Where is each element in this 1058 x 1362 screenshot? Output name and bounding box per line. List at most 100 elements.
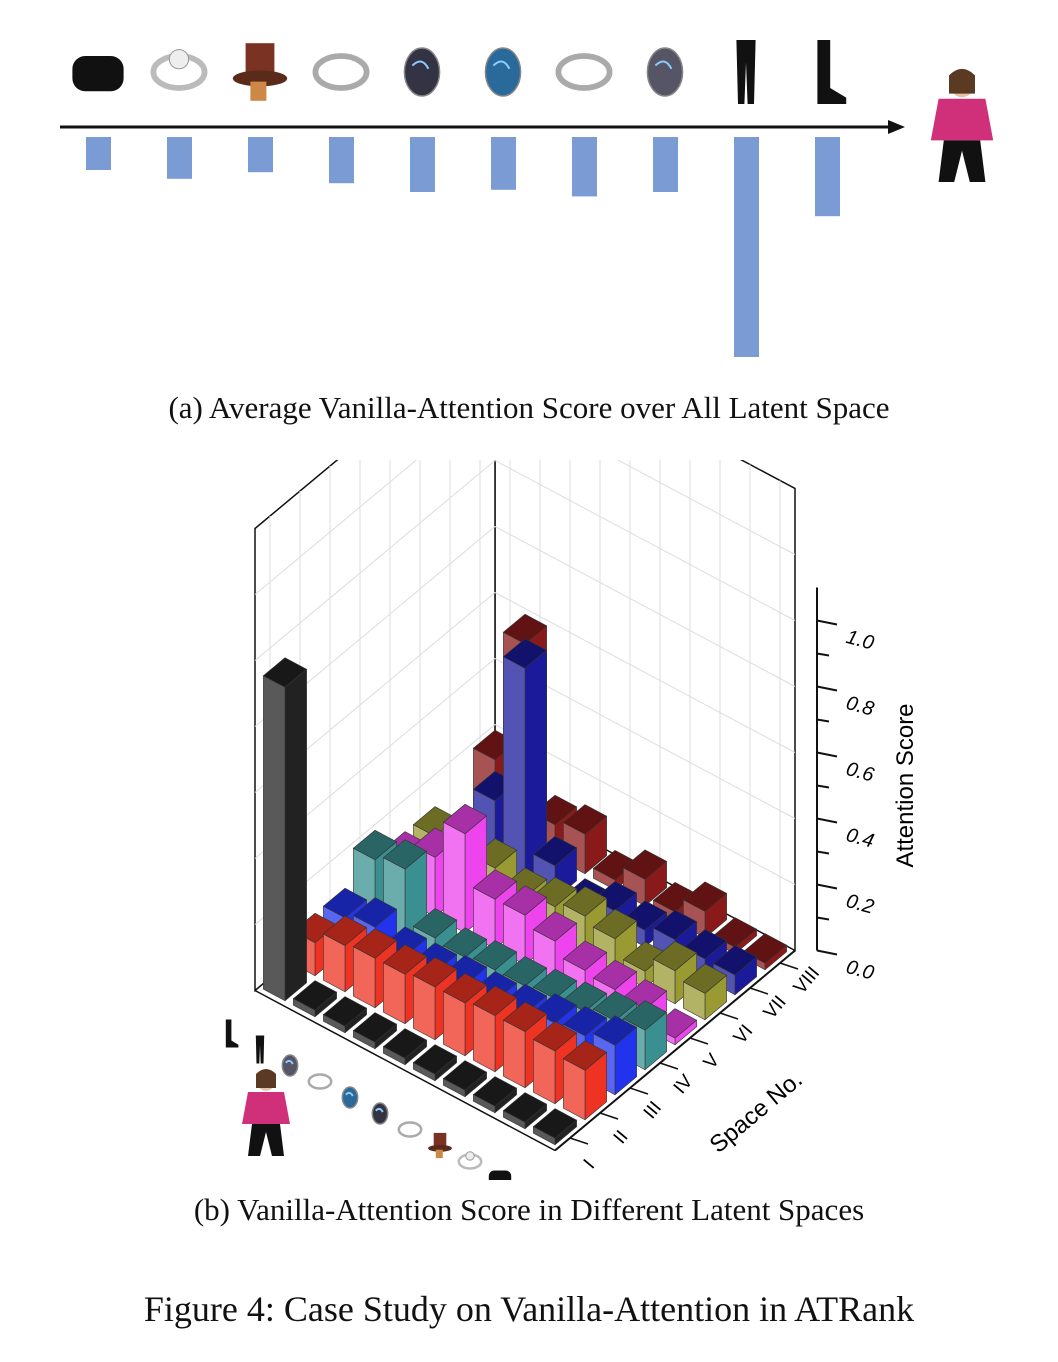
bar-space-I-item-leggings [292,980,338,1018]
bar-top-face [532,911,578,942]
bar-top-face [622,849,668,880]
space-tick-label: VI [730,1021,758,1048]
bar-ring-2 [329,137,354,184]
space-tick [659,1062,679,1070]
space-tick-label: I [580,1156,599,1174]
bead-2-icon [484,47,522,97]
gridline-z [254,460,796,661]
leggings-icon [255,1035,265,1064]
z-tick [816,685,838,692]
hat-scarf [435,1149,443,1159]
bag-shape [488,1170,512,1180]
ring-shape [312,53,370,91]
bar-top-face [562,940,608,971]
caption-b: (b) Vanilla-Attention Score in Different… [193,1192,865,1227]
bar-top-face [532,968,578,1000]
bar-top-face [652,940,698,972]
bar-top-face [382,944,428,975]
bar-top-face [292,980,338,1011]
bar-top-face [472,869,518,900]
bar-top-face [352,897,398,928]
hat-icon [232,43,288,101]
bar-hat [248,137,273,173]
space-tick [779,962,799,970]
boot-shape [225,1019,239,1048]
hat-scarf [250,81,267,101]
z-tick-label: 1.0 [844,626,877,654]
hat-brim [232,70,288,87]
bar-space-I-item-bead-2 [382,1028,428,1066]
bar-top-face [592,990,638,1022]
bar-space-VI-item-bag [682,963,728,1021]
space-tick [569,1137,589,1145]
woman-pants [248,1124,284,1156]
bar-bag [86,137,111,170]
bar-top-face [442,973,488,1004]
bar-front-face [473,1003,496,1073]
gridline-z [254,460,796,595]
z-tick [816,883,838,890]
space-tick [629,1087,649,1095]
bar-top-face [412,1044,458,1075]
z-minor-tick [816,718,830,723]
bar-front-face [503,1019,526,1089]
bar-top-face [592,1015,638,1046]
space-tick [719,1012,739,1020]
hat-icon [428,1132,452,1159]
bar-top-face [352,928,398,959]
ring-shape [555,53,613,91]
bar-space-I-item-ring-2 [442,1060,488,1098]
bar-top-face [352,829,398,861]
woman-hair [256,1069,276,1088]
bar-top-face [322,996,368,1027]
z-tick-label: 0.8 [844,692,877,720]
bead-shape [281,1054,299,1077]
bar-space-I-item-bead-3 [322,996,368,1034]
bar-top-face [502,1092,548,1123]
bead-pattern [654,60,673,70]
space-tick-label: II [610,1127,633,1149]
bead-shape [646,47,684,97]
bag-icon [488,1170,512,1180]
bar-top-face [652,909,698,941]
bar-space-V-item-bead-3 [442,803,488,934]
timeline-arrowhead [888,120,905,134]
bar-space-VII-item-bead-3 [502,638,548,884]
ring-stone [465,1151,475,1161]
bar-top-face [682,881,728,912]
ring-2-icon [312,53,370,91]
bar-space-I-item-bead [412,1044,458,1082]
space-tick-label: VII [760,992,791,1023]
bar-top-face [472,985,518,1017]
bar-top-face [502,956,548,987]
space-tick [749,987,769,995]
z-minor-tick [816,652,830,657]
gridline-z [254,657,796,859]
bar-top-face [592,908,638,940]
bar-top-face [382,839,428,870]
z-minor-tick [816,850,830,855]
ring-shape [307,1073,333,1090]
space-tick [599,1112,619,1120]
ring-2-icon [397,1121,423,1138]
leggings-shape [255,1035,265,1064]
hat-crown [433,1132,447,1149]
space-axis-title: Space No. [705,1066,808,1159]
bar-front-face [263,675,286,1002]
caption-a: (a) Average Vanilla-Attention Score over… [168,390,890,425]
bead-pattern [492,60,511,70]
ring-icon [457,1151,483,1170]
bar-boots [815,137,840,217]
bar-top-face [502,885,548,916]
bar-top-face [412,908,458,939]
bag-icon [72,56,124,92]
bead-3-icon [281,1054,299,1077]
bar-top-face [562,804,608,835]
z-tick-label: 0.2 [844,890,877,918]
target-user-woman-icon [930,68,994,182]
bar-top-face [532,1021,578,1052]
bar-top-face [712,945,758,976]
woman-hoodie [930,98,994,141]
boots-icon [817,40,847,104]
